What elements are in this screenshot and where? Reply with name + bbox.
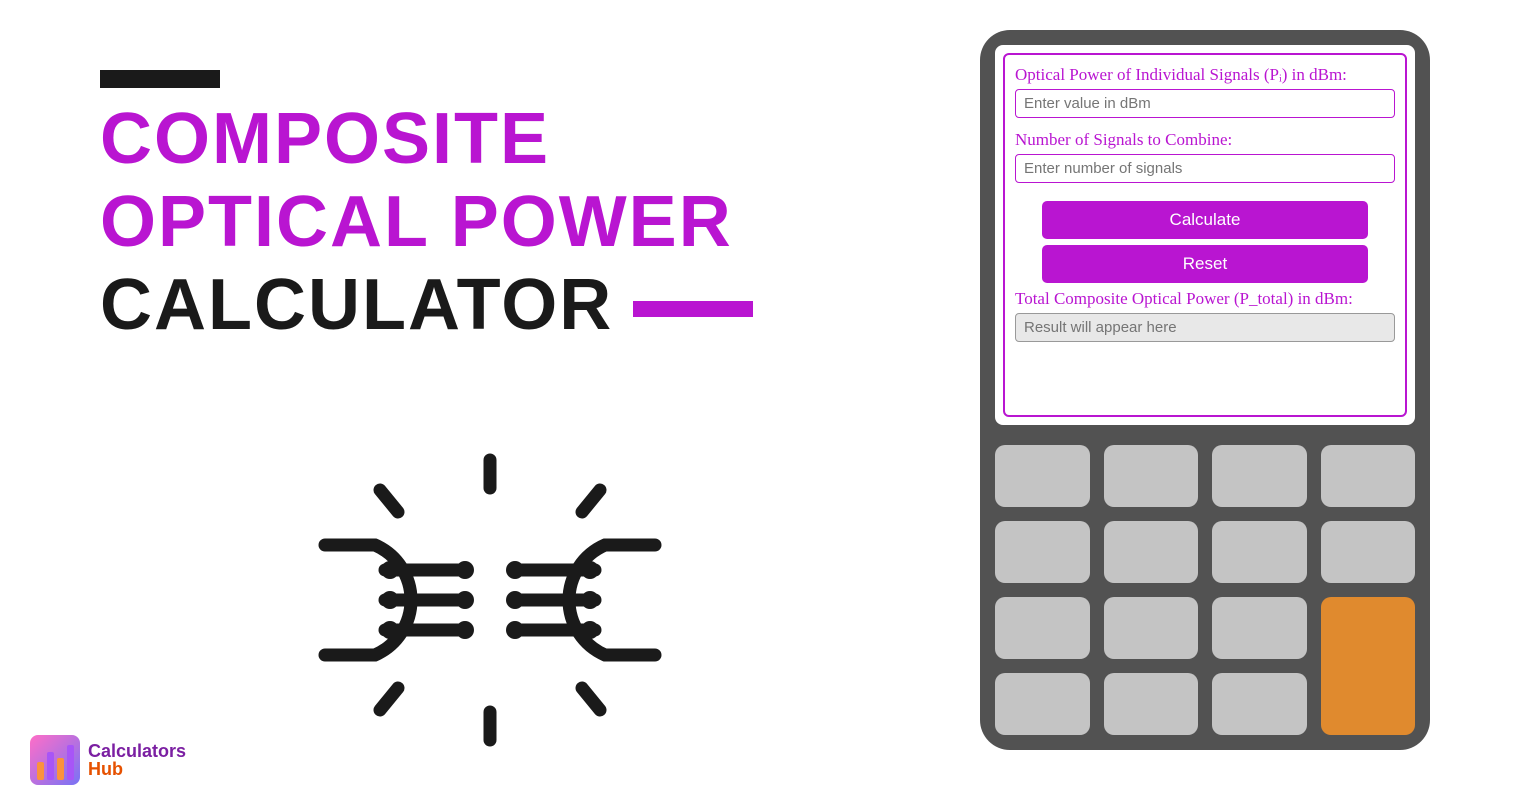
logo-text-bot: Hub — [88, 760, 186, 778]
calculator-screen: Optical Power of Individual Signals (Pᵢ)… — [995, 45, 1415, 425]
calculate-button[interactable]: Calculate — [1042, 201, 1369, 239]
title-top-bar — [100, 70, 220, 88]
keypad-key[interactable] — [995, 673, 1090, 735]
title-line-2: OPTICAL POWER — [100, 181, 753, 264]
logo-text-top: Calculators — [88, 742, 186, 760]
logo-bar — [47, 752, 54, 780]
title-line-1: COMPOSITE — [100, 98, 753, 181]
keypad-key[interactable] — [995, 521, 1090, 583]
result-output — [1015, 313, 1395, 342]
logo-bar — [57, 758, 64, 780]
fiber-connector-icon — [290, 450, 690, 750]
title-line-3: CALCULATOR — [100, 265, 613, 345]
calculator-form: Optical Power of Individual Signals (Pᵢ)… — [1003, 53, 1407, 417]
keypad-key[interactable] — [1104, 673, 1199, 735]
logo-bar — [67, 745, 74, 780]
keypad-key[interactable] — [995, 597, 1090, 659]
logo-text: Calculators Hub — [88, 742, 186, 778]
input-label-signals: Number of Signals to Combine: — [1015, 130, 1395, 150]
keypad-key[interactable] — [1212, 597, 1307, 659]
logo-icon — [30, 735, 80, 785]
keypad-key-equals[interactable] — [1321, 597, 1416, 735]
keypad-key[interactable] — [1104, 445, 1199, 507]
logo-bar — [37, 762, 44, 780]
keypad-key[interactable] — [1212, 521, 1307, 583]
keypad-key[interactable] — [1104, 597, 1199, 659]
reset-button[interactable]: Reset — [1042, 245, 1369, 283]
input-label-power: Optical Power of Individual Signals (Pᵢ)… — [1015, 65, 1395, 85]
keypad-key[interactable] — [995, 445, 1090, 507]
calculator-keypad — [995, 445, 1415, 735]
title-bottom-bar — [633, 301, 753, 317]
title-block: COMPOSITE OPTICAL POWER CALCULATOR — [100, 70, 753, 346]
calculator-device: Optical Power of Individual Signals (Pᵢ)… — [980, 30, 1430, 750]
keypad-key[interactable] — [1212, 673, 1307, 735]
input-power[interactable] — [1015, 89, 1395, 118]
result-label: Total Composite Optical Power (P_total) … — [1015, 289, 1395, 309]
keypad-key[interactable] — [1104, 521, 1199, 583]
brand-logo: Calculators Hub — [30, 735, 186, 785]
keypad-key[interactable] — [1321, 445, 1416, 507]
keypad-key[interactable] — [1321, 521, 1416, 583]
keypad-key[interactable] — [1212, 445, 1307, 507]
input-signals[interactable] — [1015, 154, 1395, 183]
